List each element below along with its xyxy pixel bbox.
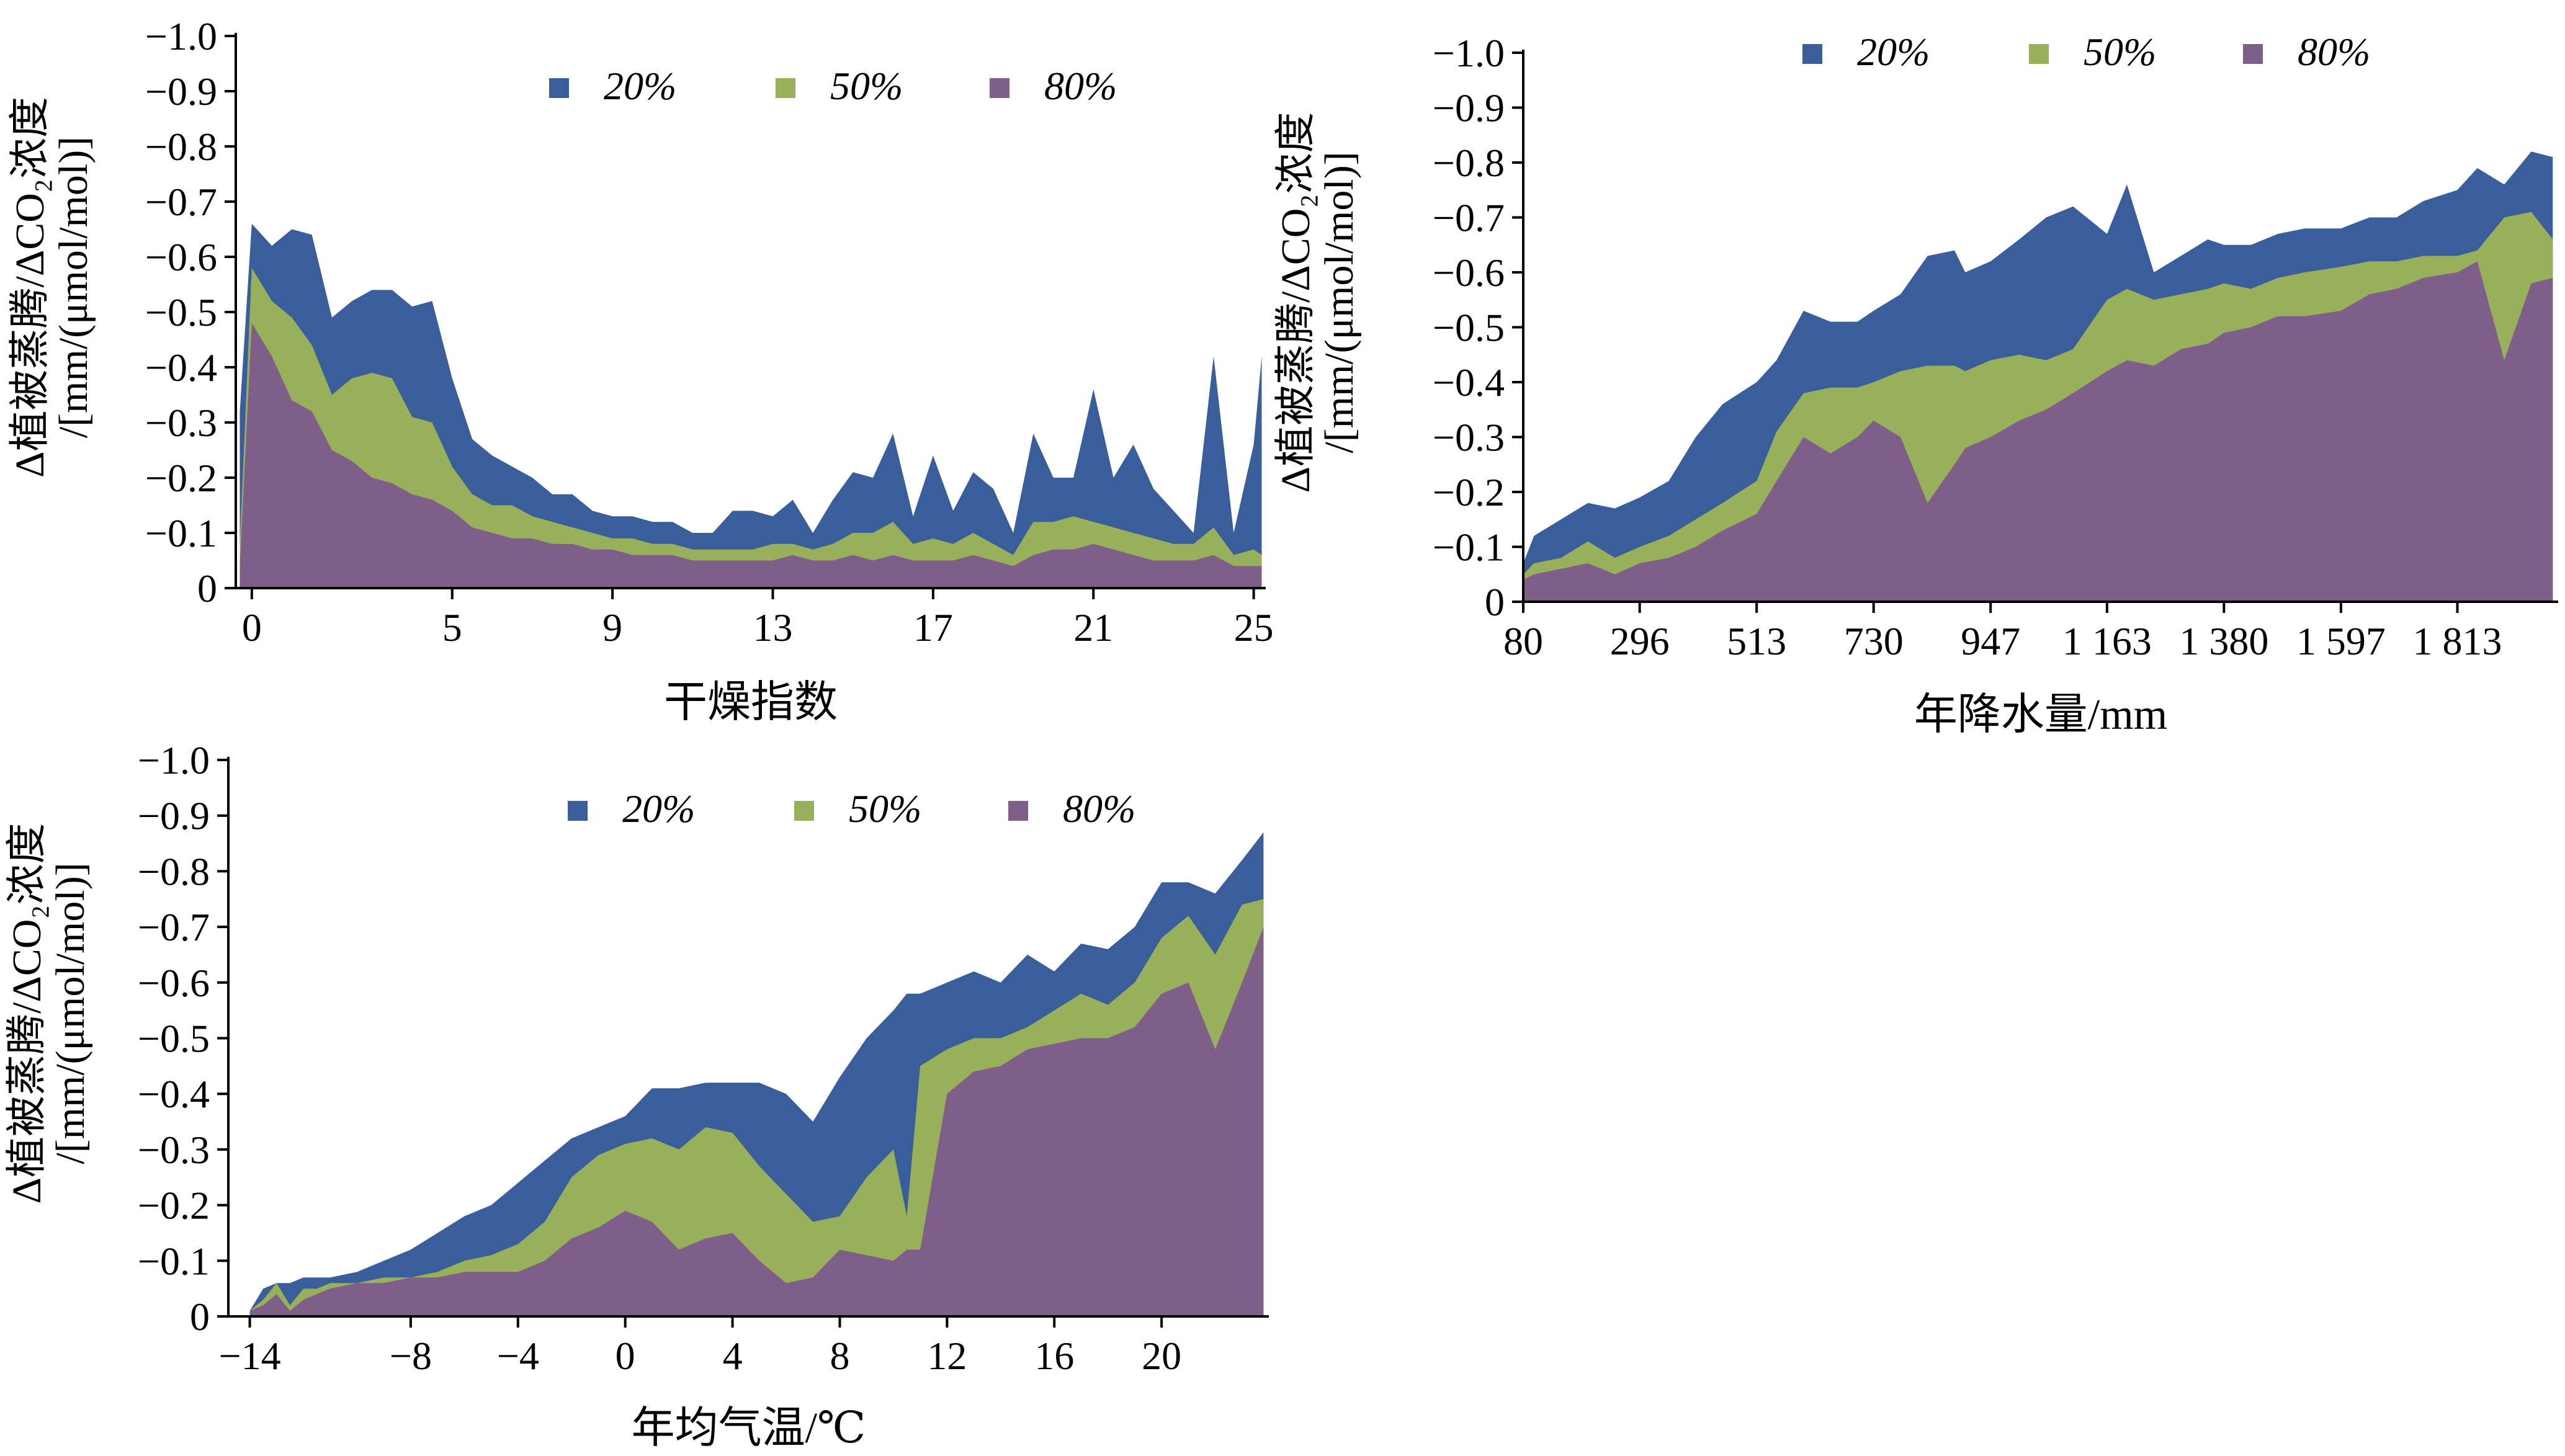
y-tick-label: −1.0 (1433, 31, 1505, 75)
x-tick-label: 13 (753, 605, 793, 650)
legend-swatch-50pct (794, 801, 814, 821)
y-tick-label: −0.8 (145, 125, 217, 169)
y-axis-title-line: /[mm/(μmol/mol)] (48, 862, 93, 1164)
y-tick-label: −0.7 (138, 905, 210, 949)
panel-annual-precipitation: 0 −0.1 −0.2 −0.3 −0.4 −0.5 −0.6 −0.7 −0.8 −0.9 −1.… (1273, 30, 2558, 739)
y-tick-label: 0 (190, 1295, 210, 1339)
legend-swatch-80pct (2243, 44, 2263, 64)
x-tick-label: −8 (390, 1334, 432, 1378)
x-tick-label: 296 (1610, 619, 1670, 663)
y-tick-label: −0.9 (138, 794, 210, 838)
area-series-20pct (239, 223, 1262, 589)
x-tick-label: 0 (616, 1334, 635, 1378)
legend-label: 80% (2298, 30, 2370, 74)
x-tick-label: 5 (442, 605, 462, 650)
y-tick-label: −0.2 (145, 456, 217, 500)
y-tick-label: −0.4 (138, 1072, 210, 1116)
x-tick-label: 16 (1034, 1334, 1074, 1378)
y-tick-label: −0.2 (1433, 470, 1505, 514)
y-tick-label: −0.8 (138, 849, 210, 893)
area-series-80pct (249, 927, 1264, 1316)
x-tick-label: 4 (723, 1334, 743, 1378)
y-tick-label: −0.2 (138, 1184, 210, 1228)
y-axis-title-line: /[mm/(μmol/mol)] (51, 136, 96, 438)
y-tick-label: −0.3 (145, 401, 217, 445)
y-tick-label: −0.5 (145, 290, 217, 334)
x-tick-label: 513 (1727, 619, 1786, 663)
legend-swatch-50pct (776, 78, 795, 98)
area-series-50pct (239, 267, 1262, 588)
x-tick-label: 947 (1961, 619, 2020, 663)
y-axis-title-line: /[mm/(μmol/mol)] (1317, 151, 1362, 453)
y-tick-label: −0.5 (138, 1017, 210, 1061)
y-tick-label: −0.5 (1433, 306, 1505, 350)
y-tick-label: −0.9 (145, 69, 217, 114)
x-tick-label: 1 163 (2062, 619, 2152, 663)
panel-aridity-index: 0 −0.1 −0.2 −0.3 −0.4 −0.5 −0.6 −0.7 −0.8 −0.9 −1.… (7, 14, 1274, 726)
y-tick-label: −0.8 (1433, 141, 1505, 185)
x-tick-label: 17 (913, 605, 953, 650)
y-tick-label: −0.1 (145, 511, 217, 555)
area-series-80pct (1523, 261, 2553, 602)
x-tick-label: −14 (219, 1334, 281, 1378)
y-tick-label: −0.1 (1433, 525, 1505, 569)
legend-label: 20% (622, 787, 695, 831)
x-axis-title: 干燥指数 (664, 679, 838, 726)
x-axis-title: 年降水量/mm (1914, 691, 2167, 739)
y-axis-title-line: Δ植被蒸腾/ΔCO₂浓度 (4, 823, 50, 1204)
x-tick-label: 730 (1844, 619, 1904, 663)
x-tick-label: 20 (1142, 1334, 1181, 1378)
x-tick-label: 9 (602, 605, 622, 650)
x-tick-label: −4 (497, 1334, 539, 1378)
panel-annual-mean-temperature: 0 −0.1 −0.2 −0.3 −0.4 −0.5 −0.6 −0.7 −0.8 −0.9 −1.… (4, 738, 1269, 1452)
y-tick-label: −0.4 (145, 346, 217, 390)
x-tick-label: 25 (1234, 605, 1274, 650)
y-tick-label: −0.7 (145, 180, 217, 224)
x-tick-label: 1 597 (2296, 619, 2386, 663)
x-tick-label: 1 380 (2179, 619, 2268, 663)
legend-swatch-80pct (990, 78, 1009, 98)
x-tick-label: 21 (1073, 605, 1113, 650)
legend-label: 80% (1044, 64, 1117, 108)
legend-swatch-50pct (2029, 44, 2049, 64)
legend-label: 50% (830, 64, 903, 108)
x-tick-label: 1 813 (2413, 619, 2502, 663)
y-tick-label: −0.6 (138, 961, 210, 1005)
legend-label: 20% (1857, 30, 1930, 74)
legend-label: 50% (2084, 30, 2156, 74)
legend-swatch-20pct (1802, 44, 1822, 64)
legend-swatch-80pct (1008, 801, 1028, 821)
legend-label: 80% (1063, 787, 1135, 831)
y-tick-label: −1.0 (145, 14, 217, 58)
area-series-80pct (239, 323, 1262, 588)
y-tick-label: 0 (197, 566, 217, 610)
x-axis-title: 年均气温/℃ (632, 1405, 866, 1452)
x-tick-label: 0 (242, 605, 262, 650)
y-tick-label: −0.3 (1433, 416, 1505, 460)
legend-label: 50% (849, 787, 921, 831)
y-tick-label: 0 (1485, 580, 1505, 624)
legend-swatch-20pct (549, 78, 569, 98)
y-tick-label: −0.1 (138, 1239, 210, 1283)
x-tick-label: 8 (830, 1334, 849, 1378)
y-axis-title-line: Δ植被蒸腾/ΔCO₂浓度 (1273, 112, 1318, 493)
legend-swatch-20pct (568, 801, 588, 821)
y-tick-label: −0.6 (1433, 251, 1505, 295)
y-axis-title-line: Δ植被蒸腾/ΔCO₂浓度 (7, 97, 53, 478)
y-tick-label: −0.7 (1433, 196, 1505, 240)
y-tick-label: −0.6 (145, 235, 217, 279)
y-tick-label: −0.3 (138, 1128, 210, 1172)
y-tick-label: −0.9 (1433, 86, 1505, 130)
legend-label: 20% (604, 64, 676, 108)
y-tick-label: −1.0 (138, 738, 210, 782)
x-tick-label: 12 (927, 1334, 967, 1378)
y-tick-label: −0.4 (1433, 360, 1505, 404)
x-tick-label: 80 (1503, 619, 1543, 663)
